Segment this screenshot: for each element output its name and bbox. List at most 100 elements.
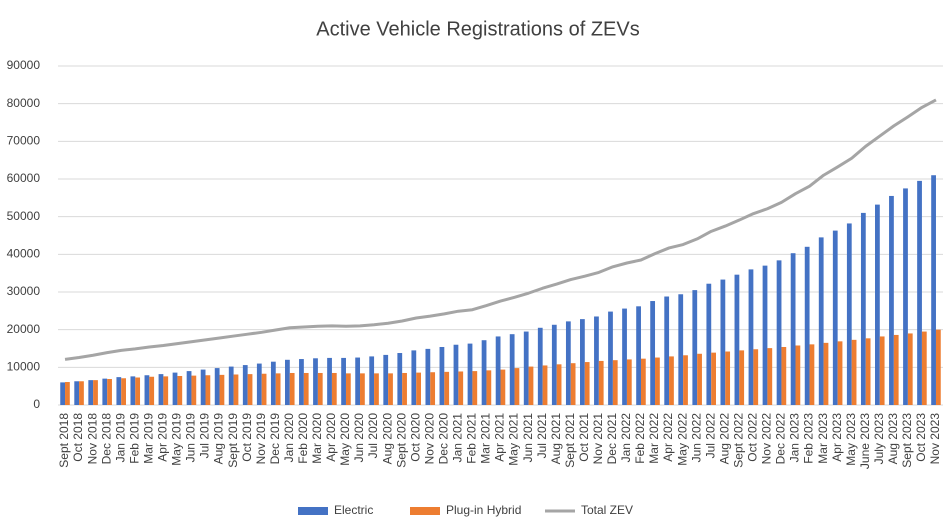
- bar: [88, 380, 94, 405]
- bar: [753, 349, 759, 405]
- bar: [270, 361, 276, 405]
- bar: [65, 382, 70, 405]
- bar: [669, 356, 674, 405]
- x-tick-label: Nov 2021: [591, 413, 605, 465]
- x-tick-label: May 2023: [844, 413, 858, 466]
- bar: [734, 274, 740, 405]
- bar: [107, 379, 112, 405]
- bar: [444, 371, 450, 405]
- bar: [458, 371, 464, 405]
- y-tick-label: 50000: [7, 209, 41, 223]
- x-tick-label: Aug 2021: [549, 413, 563, 465]
- bar: [411, 350, 417, 405]
- x-tick-label: Dec 2019: [268, 413, 282, 465]
- bar: [622, 308, 627, 405]
- bar: [725, 351, 731, 405]
- y-tick-label: 30000: [7, 284, 41, 298]
- bar: [402, 372, 407, 405]
- bar: [636, 306, 641, 405]
- bar: [256, 363, 262, 405]
- x-tick-label: May 2022: [675, 413, 689, 466]
- x-tick-label: Jul 2021: [535, 413, 549, 459]
- x-tick-label: Mar 2022: [647, 413, 661, 464]
- x-tick-label: July 2023: [872, 413, 886, 465]
- x-tick-label: Nov 2022: [760, 413, 774, 465]
- line: [64, 98, 937, 361]
- bar: [903, 188, 908, 405]
- bar: [692, 290, 698, 405]
- bar: [655, 357, 660, 405]
- y-tick-label: 10000: [7, 360, 41, 374]
- x-tick-label: Jan 2023: [788, 413, 802, 463]
- bar: [285, 359, 290, 405]
- x-tick-label: Dec 2021: [605, 413, 619, 465]
- bar: [790, 253, 796, 405]
- bar: [486, 370, 492, 405]
- x-tick-label: Oct 2018: [71, 413, 85, 462]
- x-tick-label: Aug 2022: [717, 413, 731, 465]
- bar: [242, 365, 248, 405]
- bar: [130, 376, 136, 405]
- bar: [500, 369, 506, 405]
- x-tick-label: Feb 2023: [802, 413, 816, 464]
- bar: [374, 373, 379, 405]
- bar: [626, 359, 632, 405]
- bar: [341, 357, 346, 405]
- y-tick-label: 90000: [7, 58, 41, 72]
- y-tick-label: 60000: [7, 171, 41, 185]
- bar: [776, 260, 782, 405]
- x-tick-label: May 2019: [170, 413, 184, 466]
- bar: [228, 366, 234, 405]
- bar: [608, 311, 613, 405]
- bar: [556, 364, 562, 405]
- y-tick-label: 80000: [7, 96, 41, 110]
- x-tick-label: May 2020: [338, 413, 352, 466]
- bar: [584, 362, 590, 405]
- x-tick-label: June 2023: [858, 413, 872, 469]
- bar: [748, 269, 754, 405]
- x-tick-label: Jan 2019: [113, 413, 127, 463]
- x-tick-label: Sept 2021: [563, 413, 577, 468]
- x-tick-label: Apr 2022: [661, 413, 675, 462]
- bar: [200, 369, 206, 405]
- bar: [481, 340, 487, 405]
- bar: [472, 371, 478, 405]
- bar: [832, 230, 838, 405]
- bar: [818, 237, 824, 405]
- x-tick-label: Jun 2020: [352, 413, 366, 463]
- bar: [875, 204, 880, 405]
- bar: [261, 373, 267, 405]
- bar: [781, 346, 787, 405]
- x-tick-label: Apr 2023: [830, 413, 844, 462]
- y-tick-label: 40000: [7, 247, 41, 261]
- bar: [177, 375, 183, 405]
- x-tick-label: Nov 2023: [928, 413, 942, 465]
- x-tick-label: Jan 2020: [282, 413, 296, 463]
- x-tick-label: Aug 2023: [886, 413, 900, 465]
- bar: [467, 343, 473, 405]
- bar: [345, 373, 351, 405]
- x-tick-label: Mar 2023: [816, 413, 830, 464]
- bar: [121, 378, 126, 405]
- bar: [537, 327, 543, 405]
- x-tick-label: Apr 2019: [156, 413, 170, 462]
- bar: [865, 338, 871, 405]
- bar: [795, 345, 801, 405]
- bar: [542, 365, 548, 405]
- bar: [102, 378, 108, 405]
- legend-swatch: [298, 507, 328, 515]
- x-tick-label: Oct 2019: [240, 413, 254, 462]
- bar: [439, 346, 445, 405]
- bar: [158, 374, 164, 405]
- x-tick-label: Jun 2022: [689, 413, 703, 463]
- bar: [570, 363, 576, 405]
- bar: [678, 294, 684, 405]
- bar: [697, 353, 702, 405]
- bar: [191, 375, 197, 405]
- bar: [275, 373, 281, 405]
- x-tick-label: Mar 2021: [479, 413, 493, 464]
- bar: [917, 180, 922, 405]
- bar: [416, 372, 421, 405]
- x-tick-label: Jan 2022: [619, 413, 633, 463]
